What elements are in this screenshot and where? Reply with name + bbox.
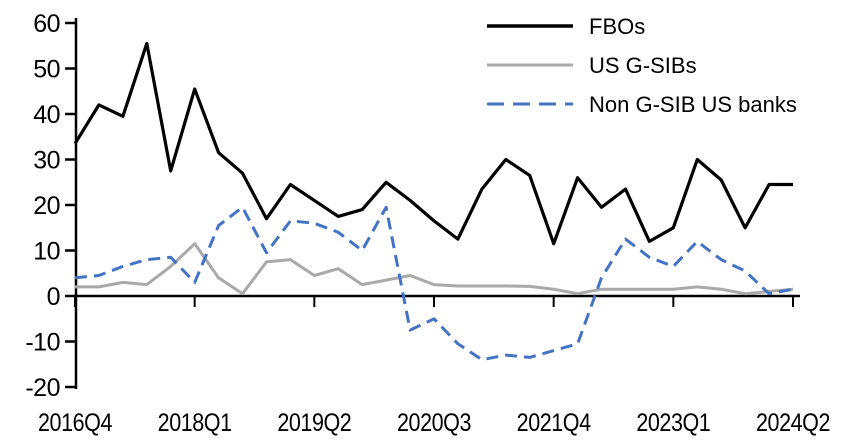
legend-label: FBOs [589, 14, 645, 39]
x-tick-label: 2024Q2 [756, 409, 830, 437]
x-tick-label: 2021Q4 [517, 409, 592, 437]
y-tick-label: -10 [25, 329, 60, 357]
legend-label: US G-SIBs [589, 53, 697, 78]
y-tick-label: 20 [33, 192, 60, 220]
x-tick-label: 2016Q4 [38, 409, 113, 437]
legend-label: Non G-SIB US banks [589, 92, 797, 117]
x-tick-label: 2023Q1 [636, 409, 710, 437]
y-tick-label: 60 [33, 10, 60, 38]
legend: FBOs US G-SIBs Non G-SIB US banks [487, 14, 797, 117]
x-tick-label: 2019Q2 [277, 409, 351, 437]
legend-item-us-g-sibs: US G-SIBs [487, 53, 697, 78]
y-tick-label: 50 [33, 56, 60, 84]
axes: 60 50 40 30 20 10 0 -10 -20 2016Q4 2018Q1 2019Q2 202… [25, 10, 830, 437]
y-tick-label: 40 [33, 101, 60, 129]
series-line-us-g-sibs [75, 242, 794, 296]
legend-item-fbos: FBOs [487, 14, 645, 39]
y-tick-label: 0 [47, 283, 60, 311]
y-tick-label: 10 [33, 238, 60, 266]
x-tick-label: 2020Q3 [397, 409, 471, 437]
y-tick-label: 30 [33, 147, 60, 175]
legend-item-non-g-sib-us-banks: Non G-SIB US banks [487, 92, 797, 117]
x-tick-label: 2018Q1 [158, 409, 232, 437]
series-line-non-g-sib-us-banks [74, 205, 794, 362]
series-lines [73, 41, 794, 362]
series-line-fbos [73, 41, 793, 246]
y-tick-label: -20 [25, 374, 60, 402]
